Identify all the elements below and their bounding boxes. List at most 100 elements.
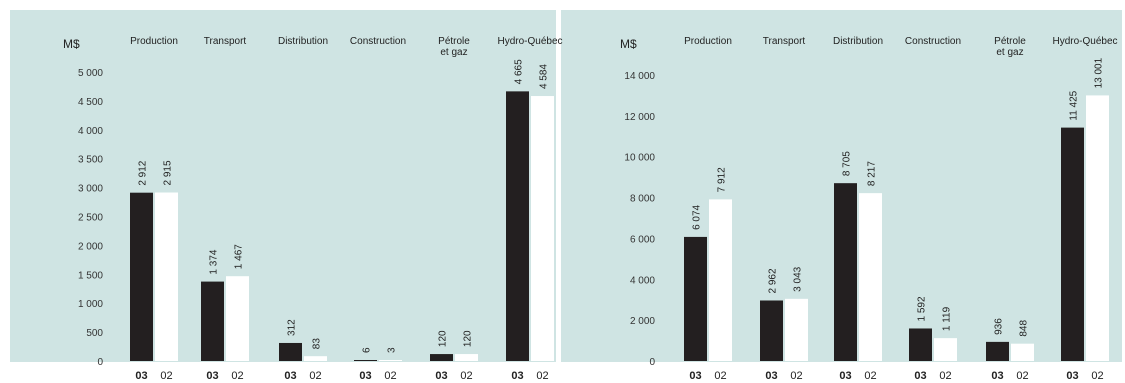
- category-label: Pétrole: [994, 36, 1026, 47]
- year-label: 03: [135, 370, 147, 382]
- year-label: 03: [284, 370, 296, 382]
- bar-02: [455, 354, 478, 361]
- bar-03: [909, 328, 932, 361]
- year-label: 03: [435, 370, 447, 382]
- year-label: 02: [864, 370, 876, 382]
- bar-03: [506, 91, 529, 361]
- category-label: Transport: [204, 36, 247, 47]
- bar-value-label: 11 425: [1069, 90, 1080, 120]
- bar-value-label: 8 705: [842, 151, 853, 176]
- year-label: 02: [160, 370, 172, 382]
- y-tick-label: 2 500: [78, 213, 103, 224]
- bar-03: [354, 360, 377, 361]
- y-tick-label: 4 000: [78, 126, 103, 137]
- year-label: 02: [714, 370, 726, 382]
- year-label: 03: [765, 370, 777, 382]
- bar-03: [430, 354, 453, 361]
- y-tick-label: 5 000: [78, 68, 103, 79]
- y-tick-label: 10 000: [624, 153, 655, 164]
- bar-value-label: 848: [1019, 320, 1030, 337]
- category-label: Hydro-Québec: [497, 36, 562, 47]
- bar-03: [201, 281, 224, 361]
- bar-value-label: 1 119: [942, 306, 953, 331]
- y-tick-label: 4 000: [630, 275, 655, 286]
- year-label: 02: [309, 370, 321, 382]
- bar-03: [279, 342, 302, 361]
- year-label: 02: [939, 370, 951, 382]
- year-label: 02: [1016, 370, 1028, 382]
- bar-value-label: 1 467: [234, 244, 245, 269]
- y-tick-label: 2 000: [630, 316, 655, 327]
- bar-03: [684, 236, 707, 361]
- bar-02: [304, 356, 327, 361]
- bar-value-label: 13 001: [1094, 57, 1105, 88]
- y-tick-label: 1 000: [78, 299, 103, 310]
- bar-03: [130, 192, 153, 361]
- y-tick-label: 2 000: [78, 241, 103, 252]
- category-label: Production: [130, 36, 178, 47]
- y-tick-label: 6 000: [630, 234, 655, 245]
- bar-02: [934, 338, 957, 361]
- y-tick-label: 12 000: [624, 112, 655, 123]
- bar-02: [1086, 95, 1109, 361]
- year-label: 03: [511, 370, 523, 382]
- bar-02: [226, 276, 249, 361]
- bar-value-label: 3 043: [793, 266, 804, 291]
- y-tick-label: 4 500: [78, 97, 103, 108]
- category-label: Transport: [763, 36, 806, 47]
- bar-02: [155, 192, 178, 361]
- year-label: 02: [1091, 370, 1103, 382]
- bar-value-label: 6: [362, 347, 373, 353]
- year-label: 03: [914, 370, 926, 382]
- bar-value-label: 6 074: [692, 204, 703, 229]
- bar-value-label: 3: [387, 347, 398, 353]
- unit-label: M$: [63, 37, 80, 51]
- left-chart-panel: [10, 10, 556, 362]
- y-tick-label: 3 000: [78, 184, 103, 195]
- bar-value-label: 120: [463, 330, 474, 347]
- bar-02: [785, 298, 808, 361]
- bar-value-label: 4 584: [539, 64, 550, 89]
- bar-value-label: 83: [312, 338, 323, 350]
- bar-02: [859, 193, 882, 361]
- bar-value-label: 312: [287, 319, 298, 336]
- year-label: 03: [1066, 370, 1078, 382]
- bar-value-label: 2 912: [138, 160, 149, 185]
- year-label: 03: [991, 370, 1003, 382]
- category-label: et gaz: [996, 47, 1023, 58]
- bar-value-label: 936: [994, 318, 1005, 335]
- category-label: Production: [684, 36, 732, 47]
- category-label: Construction: [350, 36, 406, 47]
- bar-value-label: 1 374: [209, 249, 220, 274]
- y-tick-label: 8 000: [630, 194, 655, 205]
- bar-value-label: 1 592: [917, 296, 928, 321]
- year-label: 03: [689, 370, 701, 382]
- bar-value-label: 2 915: [163, 160, 174, 185]
- y-tick-label: 0: [649, 357, 655, 368]
- bar-value-label: 8 217: [867, 161, 878, 186]
- bar-02: [709, 199, 732, 361]
- y-tick-label: 0: [97, 357, 103, 368]
- category-label: et gaz: [440, 47, 467, 58]
- y-tick-label: 3 500: [78, 155, 103, 166]
- bar-03: [834, 183, 857, 361]
- bar-02: [379, 360, 402, 361]
- unit-label: M$: [620, 37, 637, 51]
- year-label: 03: [839, 370, 851, 382]
- year-label: 02: [460, 370, 472, 382]
- category-label: Pétrole: [438, 36, 470, 47]
- y-tick-label: 1 500: [78, 270, 103, 281]
- year-label: 02: [231, 370, 243, 382]
- y-tick-label: 14 000: [624, 71, 655, 82]
- bar-03: [760, 300, 783, 361]
- year-label: 02: [790, 370, 802, 382]
- bar-03: [986, 341, 1009, 361]
- bar-value-label: 120: [438, 330, 449, 347]
- year-label: 02: [536, 370, 548, 382]
- year-label: 02: [384, 370, 396, 382]
- category-label: Distribution: [833, 36, 883, 47]
- category-label: Distribution: [278, 36, 328, 47]
- bar-value-label: 4 665: [514, 59, 525, 84]
- category-label: Hydro-Québec: [1052, 36, 1117, 47]
